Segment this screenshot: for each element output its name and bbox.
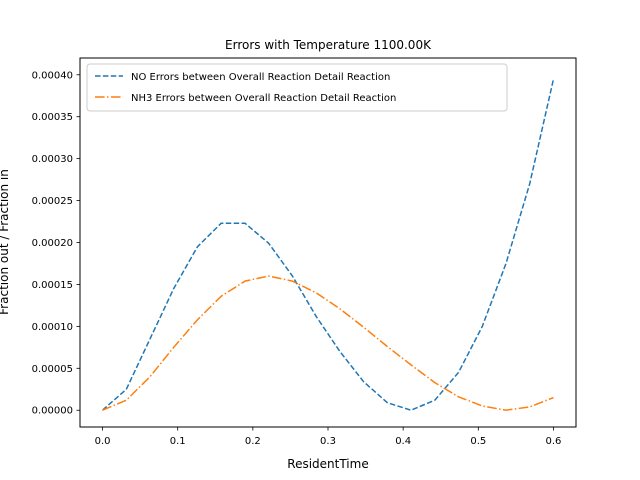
x-tick-label: 0.4: [395, 436, 411, 447]
y-tick-label: 0.00035: [32, 112, 73, 123]
x-tick-label: 0.0: [95, 436, 111, 447]
y-tick-label: 0.00020: [32, 238, 73, 249]
legend-label-no: NO Errors between Overall Reaction Detai…: [131, 72, 390, 83]
legend: NO Errors between Overall Reaction Detai…: [86, 63, 508, 112]
legend-label-nh3: NH3 Errors between Overall Reaction Deta…: [131, 93, 396, 104]
plot-lines: [102, 78, 555, 411]
y-axis-label: Fraction out / Fraction in: [0, 169, 11, 315]
x-tick-label: 0.5: [470, 436, 486, 447]
y-tick-label: 0.00030: [32, 154, 73, 165]
x-axis-label: ResidentTime: [287, 457, 368, 471]
chart-title: Errors with Temperature 1100.00K: [225, 38, 432, 52]
x-tick-label: 0.6: [546, 436, 562, 447]
legend-box: [86, 63, 508, 112]
series-line-0: [102, 78, 555, 411]
x-tick-label: 0.1: [170, 436, 186, 447]
y-tick-label: 0.00005: [32, 364, 73, 375]
y-tick-label: 0.00015: [32, 280, 73, 291]
x-tick-label: 0.2: [245, 436, 261, 447]
y-tick-label: 0.00010: [32, 322, 73, 333]
y-axis-ticks: 0.00000 0.00005 0.00010 0.00015 0.00020 0.000…: [32, 70, 80, 417]
y-tick-label: 0.00000: [32, 406, 73, 417]
series-line-1: [102, 275, 554, 411]
x-axis-ticks: 0.0 0.1 0.2 0.3 0.4 0.5 0.6: [95, 427, 562, 447]
y-tick-label: 0.00040: [32, 70, 73, 81]
x-tick-label: 0.3: [320, 436, 336, 447]
y-tick-label: 0.00025: [32, 196, 73, 207]
